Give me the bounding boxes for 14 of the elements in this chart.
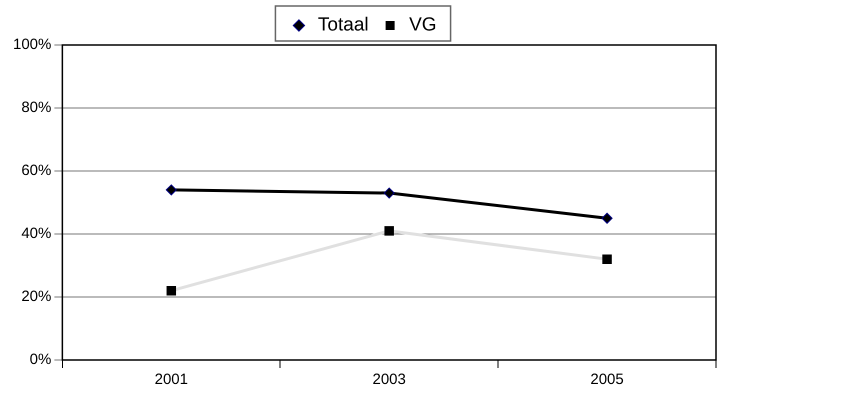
y-tick-label: 80% <box>21 99 52 116</box>
legend-label: VG <box>409 14 437 36</box>
legend-label: Totaal <box>318 14 369 36</box>
y-tick-label: 60% <box>21 162 52 180</box>
y-tick-label: 0% <box>30 351 52 368</box>
x-tick-label: 2005 <box>590 371 624 388</box>
x-tick-label: 2001 <box>154 371 188 388</box>
y-tick-label: 40% <box>21 225 52 242</box>
point <box>384 188 395 199</box>
x-tick-label: 2003 <box>372 371 406 388</box>
y-tick-label: 20% <box>21 288 52 306</box>
point <box>602 212 613 224</box>
point <box>166 184 177 196</box>
y-tick-label: 100% <box>12 36 52 54</box>
